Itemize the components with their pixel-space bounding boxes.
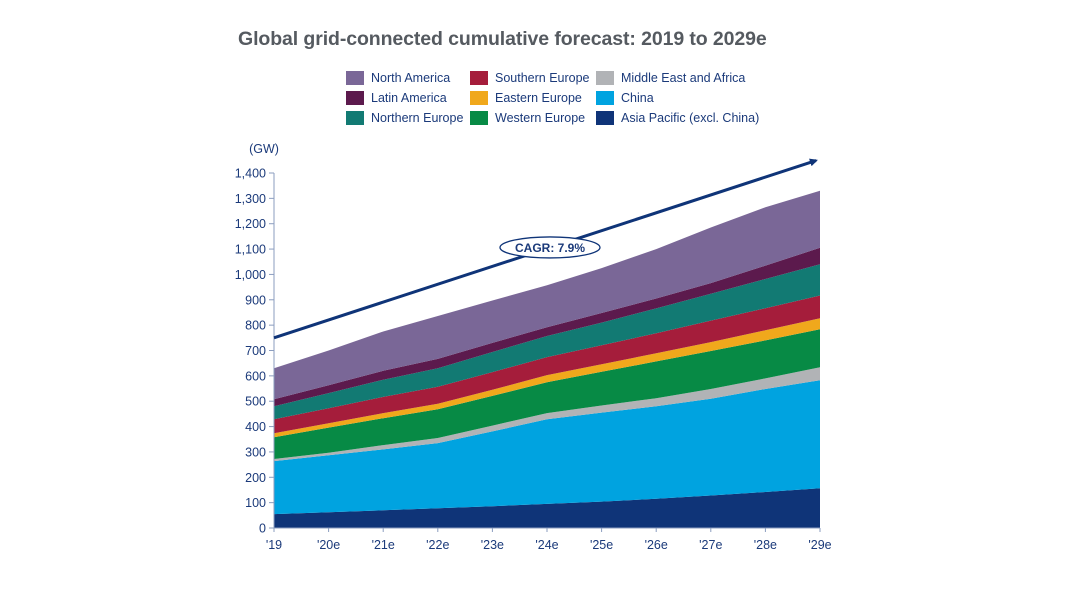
legend-label: Northern Europe — [371, 111, 464, 125]
area-western-europe — [274, 329, 820, 459]
area-southern-europe — [274, 295, 820, 434]
x-tick-label: '24e — [535, 538, 558, 552]
area-latin-america — [274, 247, 820, 407]
y-tick-label: 200 — [245, 471, 266, 485]
x-tick-label: '29e — [808, 538, 831, 552]
stacked-areas — [274, 190, 820, 528]
x-tick-label: '20e — [317, 538, 340, 552]
area-china — [274, 380, 820, 515]
x-tick-label: '19 — [266, 538, 282, 552]
legend-label: North America — [371, 71, 451, 85]
legend-swatch — [346, 71, 364, 85]
x-tick-label: '23e — [481, 538, 504, 552]
area-asia-pacific-excl-china — [274, 488, 820, 528]
cagr-label: CAGR: 7.9% — [515, 241, 585, 255]
legend-label: Western Europe — [495, 111, 586, 125]
legend-item-northern-europe: Northern Europe — [346, 110, 463, 126]
legend-swatch — [596, 71, 614, 85]
area-north-america — [274, 190, 820, 400]
x-tick-label: '21e — [372, 538, 395, 552]
area-northern-europe — [274, 264, 820, 420]
y-tick-label: 500 — [245, 395, 266, 409]
legend-swatch — [346, 111, 364, 125]
x-tick-label: '25e — [590, 538, 613, 552]
y-tick-label: 1,200 — [235, 217, 266, 231]
legend-item-latin-america: Latin America — [346, 90, 447, 106]
x-tick-label: '26e — [645, 538, 668, 552]
legend-swatch — [470, 91, 488, 105]
legend-item-southern-europe: Southern Europe — [470, 70, 590, 86]
y-tick-label: 300 — [245, 445, 266, 459]
y-axis-unit-label: (GW) — [249, 142, 279, 156]
y-tick-label: 600 — [245, 369, 266, 383]
y-tick-label: 800 — [245, 319, 266, 333]
y-tick-label: 0 — [259, 522, 266, 536]
legend-label: Southern Europe — [495, 71, 590, 85]
legend-item-western-europe: Western Europe — [470, 110, 585, 126]
y-tick-label: 100 — [245, 496, 266, 510]
axes: 0 100 200 300 400 500 600 700 800 900 1,000 1,100 1,… — [235, 167, 832, 553]
legend-swatch — [470, 111, 488, 125]
chart-title: Global grid-connected cumulative forecas… — [238, 28, 767, 50]
legend-swatch — [596, 111, 614, 125]
legend-swatch — [470, 71, 488, 85]
legend-item-eastern-europe: Eastern Europe — [470, 90, 582, 106]
legend-label: Asia Pacific (excl. China) — [621, 111, 760, 125]
x-tick-label: '22e — [426, 538, 449, 552]
x-tick-label: '28e — [754, 538, 777, 552]
y-tick-label: 1,100 — [235, 243, 266, 257]
y-tick-label: 700 — [245, 344, 266, 358]
cagr-ellipse — [499, 236, 601, 259]
area-eastern-europe — [274, 318, 820, 438]
y-tick-label: 1,400 — [235, 167, 266, 181]
area-middle-east-and-africa — [274, 367, 820, 462]
legend-item-north-america: North America — [346, 70, 450, 86]
x-tick-label: '27e — [699, 538, 722, 552]
legend-item-china: China — [596, 90, 654, 106]
cagr-annotation: CAGR: 7.9% — [273, 158, 818, 340]
legend-item-middle-east-africa: Middle East and Africa — [596, 70, 745, 86]
legend-label: Latin America — [371, 91, 447, 105]
y-tick-label: 1,300 — [235, 192, 266, 206]
y-tick-label: 900 — [245, 293, 266, 307]
y-tick-label: 400 — [245, 420, 266, 434]
legend-swatch — [596, 91, 614, 105]
legend-label: Eastern Europe — [495, 91, 582, 105]
legend-item-asia-pacific: Asia Pacific (excl. China) — [596, 110, 759, 126]
y-tick-label: 1,000 — [235, 268, 266, 282]
legend-label: China — [621, 91, 654, 105]
legend-swatch — [346, 91, 364, 105]
legend-label: Middle East and Africa — [621, 71, 746, 85]
